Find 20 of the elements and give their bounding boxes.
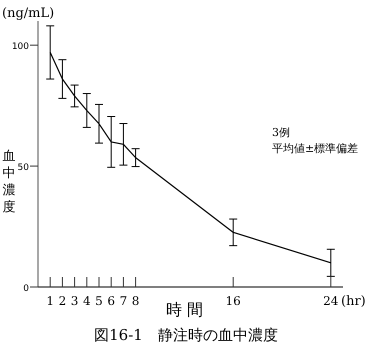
y-tick-label: 50 xyxy=(18,163,30,174)
x-tick-label: 4 xyxy=(82,294,91,308)
text: (hr) xyxy=(341,294,366,309)
text: 図16-1 静注時の血中濃度 xyxy=(94,326,278,344)
y-tick-label: 0 xyxy=(23,284,30,294)
y-tick-label: 100 xyxy=(12,42,30,52)
x-tick-label: 24 xyxy=(323,294,339,308)
x-tick-label: 16 xyxy=(226,294,241,308)
x-tick-label: 5 xyxy=(95,294,103,308)
x-tick-label: 7 xyxy=(120,294,128,308)
x-tick-label: 6 xyxy=(107,294,116,308)
x-tick-label: 3 xyxy=(70,294,78,308)
y-axis-title: 血中濃度 xyxy=(2,149,16,215)
x-tick-label: 1 xyxy=(46,294,54,308)
x-tick-label: 2 xyxy=(58,294,66,308)
annotation: (ng/mL) xyxy=(2,6,54,21)
annotation: 3例 xyxy=(272,126,290,139)
annotation: 平均値±標準偏差 xyxy=(272,142,358,155)
x-axis-title: 時 間 xyxy=(166,300,203,319)
x-tick-label: 8 xyxy=(132,294,140,308)
